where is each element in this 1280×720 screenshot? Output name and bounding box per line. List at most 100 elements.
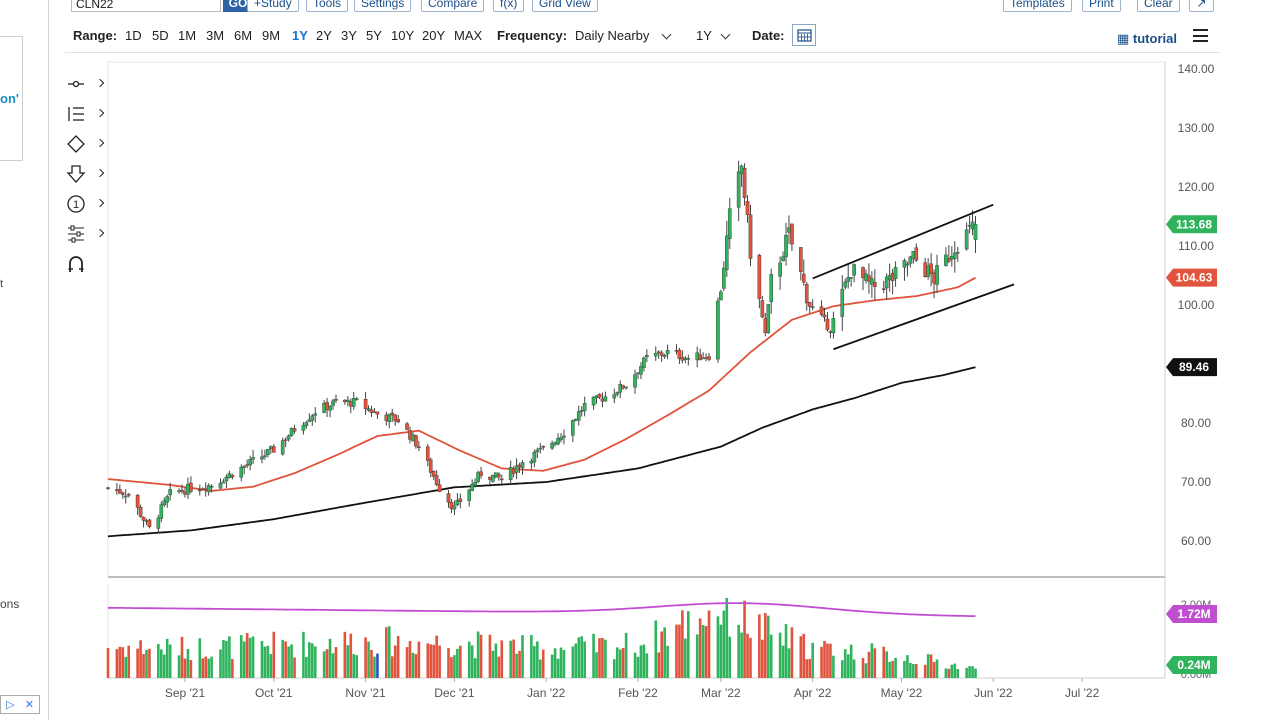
candle-up [574,418,578,421]
go-button[interactable]: GO [223,0,253,12]
volume-bar [968,666,971,678]
volume-bar [189,660,193,678]
volume-bar [124,656,128,678]
x-tick-label: Feb '22 [618,686,658,700]
volume-bar [251,636,255,678]
volume-bar [521,635,524,678]
expand-icon: ↗ [1196,0,1207,10]
candle-up [686,358,691,360]
menu-icon[interactable] [1193,29,1208,42]
candle-down [760,300,765,318]
clear-button[interactable]: Clear [1137,0,1180,12]
compare-button[interactable]: Compare [421,0,485,12]
ad-close-icon[interactable]: ✕ [24,699,34,711]
shape-tool[interactable] [66,132,106,156]
range-3m[interactable]: 3M [206,28,225,43]
candle-up [926,265,930,277]
candle-up [144,520,149,522]
magnet-tool[interactable] [66,252,106,276]
symbol-input[interactable]: CLN22 [71,0,221,12]
crosshair-tool[interactable] [66,72,106,96]
volume-bar [266,645,270,678]
candle-up [870,278,874,285]
range-10y[interactable]: 10Y [391,28,415,43]
date-picker-button[interactable] [792,24,816,46]
tools-button[interactable]: Tools [306,0,349,12]
volume-bar [846,654,850,678]
volume-bar [435,635,438,678]
candle-up [784,234,788,258]
volume-bar [225,640,228,678]
volume-bar [950,664,954,678]
volume-bar [284,641,287,678]
number-tool[interactable]: 1 [66,192,106,216]
volume-bar [541,649,545,678]
candle-down [180,489,184,492]
volume-bar [840,660,844,678]
trend-channel-upper[interactable] [812,203,994,280]
svg-text:104.63: 104.63 [1176,271,1213,285]
candle-down [704,357,708,359]
volume-bar [778,632,782,678]
grid-view-button[interactable]: Grid View [532,0,598,12]
period-dropdown[interactable]: 1Y [696,28,712,43]
volume-bar [518,650,521,678]
candle-down [929,263,933,275]
tutorial-link[interactable]: ▦ tutorial [1117,31,1177,47]
calendar-icon [796,29,812,42]
volume-bar [118,646,122,678]
volume-bar [746,633,749,678]
candle-down [393,414,397,422]
range-3y[interactable]: 3Y [341,28,357,43]
fullscreen-button[interactable]: ↗ [1189,0,1214,12]
candle-down [334,398,338,401]
arrow-tool[interactable] [66,162,106,186]
range-1m[interactable]: 1M [178,28,197,43]
volume-bar [148,648,151,678]
range-20y[interactable]: 20Y [422,28,446,43]
settings-tool[interactable] [66,222,106,246]
study-button[interactable]: +Study [247,0,299,12]
settings-button[interactable]: Settings [354,0,412,12]
candle-up [310,415,315,421]
candle-down [763,318,768,333]
candle-up [209,486,214,488]
candle-down [141,516,146,521]
candle-up [520,462,525,469]
candle-down [147,519,152,527]
range-1d[interactable]: 1D [125,28,142,43]
fibonacci-tool[interactable] [66,102,106,126]
number-tool-icon: 1 [67,195,85,213]
volume-bar [574,643,578,678]
range-9m[interactable]: 9M [262,28,281,43]
volume-bar [349,633,353,678]
range-5d[interactable]: 5D [152,28,169,43]
range-5y[interactable]: 5Y [366,28,382,43]
range-1y[interactable]: 1Y [292,28,308,43]
volume-bar [601,637,604,678]
range-2y[interactable]: 2Y [316,28,332,43]
candle-up [719,291,723,301]
candle-down [822,314,827,318]
range-max[interactable]: MAX [454,28,483,43]
print-button[interactable]: Print [1082,0,1121,12]
volume-bar [473,658,477,678]
candle-up [964,229,969,250]
ad-choices-badge[interactable]: ▷ ✕ [0,695,40,714]
candle-up [556,438,560,445]
volume-bar [965,667,968,678]
ad-info-icon[interactable]: ▷ [6,699,15,711]
candle-up [695,352,699,361]
function-button[interactable]: f(x) [493,0,525,12]
range-6m[interactable]: 6M [234,28,253,43]
frequency-dropdown[interactable]: Daily Nearby [575,28,650,43]
candle-down [408,430,412,440]
trend-channel-lower[interactable] [833,283,1015,351]
volume-bar [370,649,373,678]
volume-bar [559,647,563,678]
templates-button[interactable]: Templates [1003,0,1072,12]
volume-bar [663,627,666,678]
candle-up [322,402,326,413]
volume-bar [500,640,504,678]
